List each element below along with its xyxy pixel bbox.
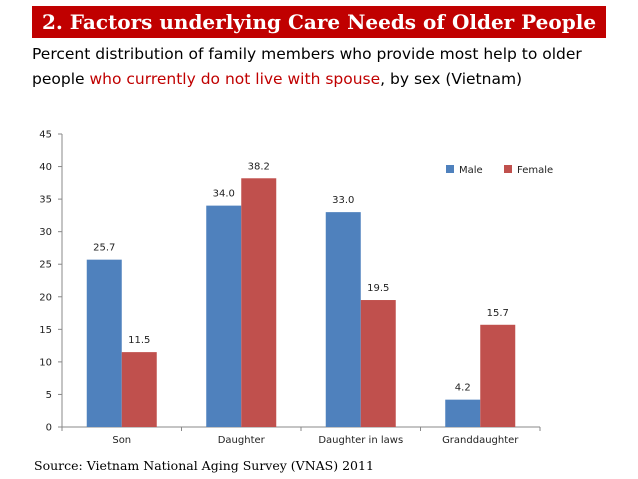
x-category-label: Son	[112, 435, 131, 446]
female-bar	[480, 324, 516, 427]
female-bar	[360, 300, 396, 427]
y-tick-label: 5	[46, 390, 52, 401]
male-bar	[445, 399, 481, 427]
y-tick-label: 20	[39, 292, 52, 303]
female-legend-swatch	[504, 165, 512, 173]
y-tick-label: 45	[39, 130, 52, 141]
chart-subtitle: Percent distribution of family members w…	[32, 42, 612, 92]
female-data-label: 15.7	[487, 308, 509, 319]
male-bar	[206, 205, 242, 427]
male-legend-swatch	[446, 165, 454, 173]
y-tick-label: 0	[46, 423, 52, 434]
x-category-label: Daughter	[218, 435, 266, 446]
male-bar	[86, 259, 122, 427]
y-tick-label: 25	[39, 260, 52, 271]
female-data-label: 19.5	[367, 283, 389, 294]
x-category-label: Daughter in laws	[318, 435, 403, 446]
male-data-label: 25.7	[93, 243, 115, 254]
female-data-label: 11.5	[128, 335, 150, 346]
y-tick-label: 35	[39, 195, 52, 206]
female-legend-label: Female	[517, 165, 553, 176]
male-bar	[325, 212, 361, 427]
y-tick-label: 10	[39, 357, 52, 368]
male-legend-label: Male	[459, 165, 483, 176]
female-data-label: 38.2	[248, 161, 270, 172]
female-bar	[121, 352, 157, 427]
female-bar	[241, 178, 277, 427]
slide-title: 2. Factors underlying Care Needs of Olde…	[32, 6, 606, 38]
y-tick-label: 15	[39, 325, 52, 336]
male-data-label: 33.0	[332, 195, 354, 206]
subtitle-highlight: who currently do not live with spouse	[89, 70, 381, 88]
source-note: Source: Vietnam National Aging Survey (V…	[34, 458, 374, 473]
y-tick-label: 40	[39, 162, 52, 173]
male-data-label: 34.0	[213, 189, 235, 200]
subtitle-text-end: , by sex (Vietnam)	[380, 70, 523, 88]
male-data-label: 4.2	[455, 383, 471, 394]
subtitle-text-start: Percent distribution of family members w…	[32, 45, 582, 88]
y-tick-label: 30	[39, 227, 52, 238]
x-category-label: Granddaughter	[442, 435, 519, 446]
